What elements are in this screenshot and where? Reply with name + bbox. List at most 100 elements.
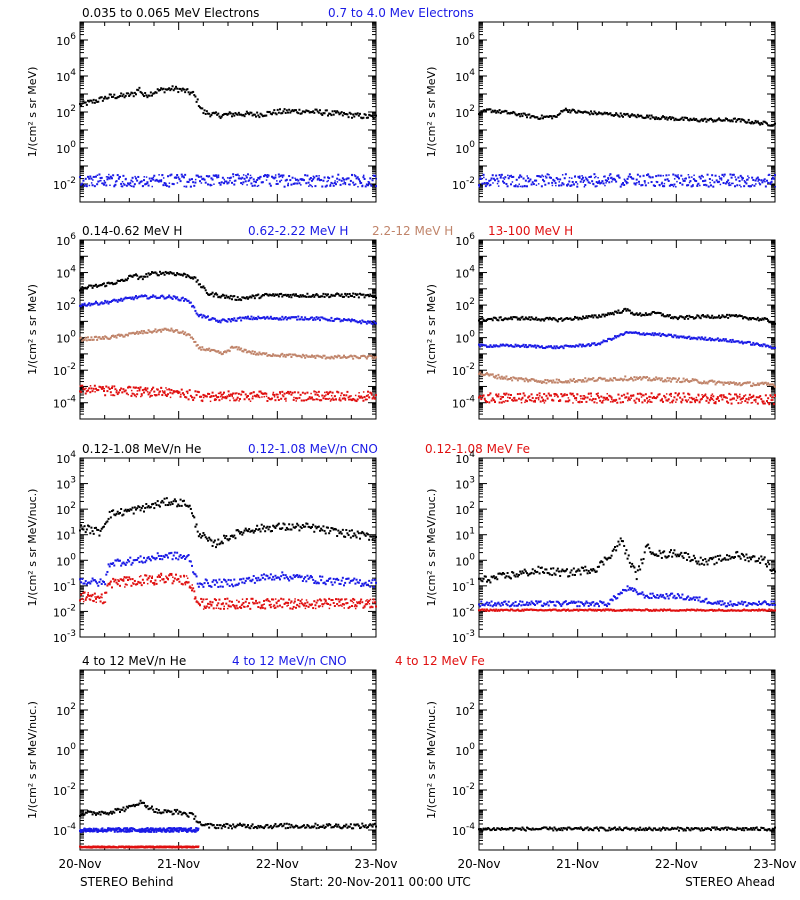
data-point	[758, 122, 760, 125]
data-point	[104, 299, 107, 302]
data-point	[693, 174, 695, 177]
data-point	[367, 320, 369, 323]
data-point	[594, 344, 597, 347]
data-point	[203, 178, 206, 181]
data-point	[140, 275, 143, 278]
data-point	[136, 179, 139, 182]
data-point	[215, 111, 217, 114]
data-point	[316, 178, 319, 181]
data-point	[358, 392, 360, 394]
data-point	[85, 183, 87, 186]
data-point	[196, 313, 199, 316]
data-point	[130, 185, 133, 188]
data-point	[587, 111, 590, 114]
data-point	[347, 116, 350, 119]
data-point	[570, 379, 573, 382]
data-point	[169, 296, 172, 299]
data-point	[194, 340, 197, 343]
data-point	[704, 336, 707, 339]
data-point	[651, 116, 654, 119]
data-point	[351, 116, 353, 119]
data-point	[361, 185, 364, 188]
data-point	[273, 354, 276, 357]
data-point	[267, 294, 270, 297]
data-point	[229, 393, 232, 396]
y-tick-label: 10-4	[53, 395, 76, 411]
data-point	[576, 380, 579, 383]
data-point	[500, 318, 503, 321]
data-point	[154, 295, 157, 298]
data-point	[212, 395, 215, 398]
data-point	[674, 174, 677, 177]
data-point	[98, 336, 101, 339]
data-point	[487, 345, 490, 348]
data-point	[193, 184, 196, 187]
data-point	[752, 179, 755, 182]
data-point	[156, 500, 159, 503]
data-point	[350, 395, 352, 397]
data-point	[122, 388, 125, 391]
data-point	[488, 401, 491, 404]
data-point	[242, 316, 245, 319]
data-point	[169, 396, 172, 399]
data-point	[361, 354, 364, 357]
data-point	[274, 317, 277, 320]
data-point	[252, 353, 255, 356]
data-point	[562, 318, 565, 321]
data-point	[600, 395, 603, 398]
data-point	[614, 179, 616, 181]
data-point	[649, 117, 652, 120]
data-point	[120, 92, 123, 95]
data-point	[670, 395, 672, 398]
data-point	[253, 394, 256, 397]
data-point	[370, 184, 373, 187]
data-point	[339, 183, 342, 186]
data-point	[587, 315, 590, 318]
data-point	[515, 178, 518, 181]
data-point	[163, 391, 166, 394]
data-point	[480, 398, 483, 401]
data-point	[369, 177, 372, 180]
data-point	[137, 175, 140, 178]
data-point	[304, 174, 307, 177]
data-point	[219, 183, 222, 186]
data-point	[224, 180, 227, 183]
data-point	[497, 345, 500, 348]
data-point	[138, 331, 141, 334]
data-point	[674, 117, 677, 120]
data-point	[346, 356, 349, 359]
data-point	[537, 344, 540, 347]
data-point	[523, 394, 526, 397]
data-point	[708, 379, 711, 382]
data-point	[144, 92, 147, 95]
data-point	[105, 284, 108, 287]
data-point	[88, 302, 91, 305]
data-point	[514, 113, 517, 116]
data-point	[103, 97, 105, 100]
data-point	[125, 510, 128, 513]
data-point	[146, 387, 149, 390]
data-point	[515, 399, 518, 402]
data-point	[728, 392, 731, 395]
data-point	[268, 110, 271, 113]
data-point	[726, 340, 728, 343]
data-point	[325, 394, 327, 396]
data-point	[603, 175, 606, 178]
data-point	[341, 295, 344, 298]
data-point	[261, 181, 264, 184]
data-point	[529, 318, 532, 321]
data-point	[646, 114, 648, 117]
data-point	[648, 175, 651, 178]
data-point	[239, 532, 241, 535]
data-point	[113, 93, 116, 96]
data-point	[584, 176, 587, 179]
data-point	[313, 111, 316, 114]
data-point	[479, 317, 482, 320]
data-point	[499, 316, 502, 319]
data-point	[140, 393, 143, 396]
data-point	[688, 393, 691, 396]
data-point	[234, 298, 237, 301]
data-point	[339, 530, 342, 533]
data-point	[331, 319, 334, 322]
data-point	[290, 356, 293, 359]
